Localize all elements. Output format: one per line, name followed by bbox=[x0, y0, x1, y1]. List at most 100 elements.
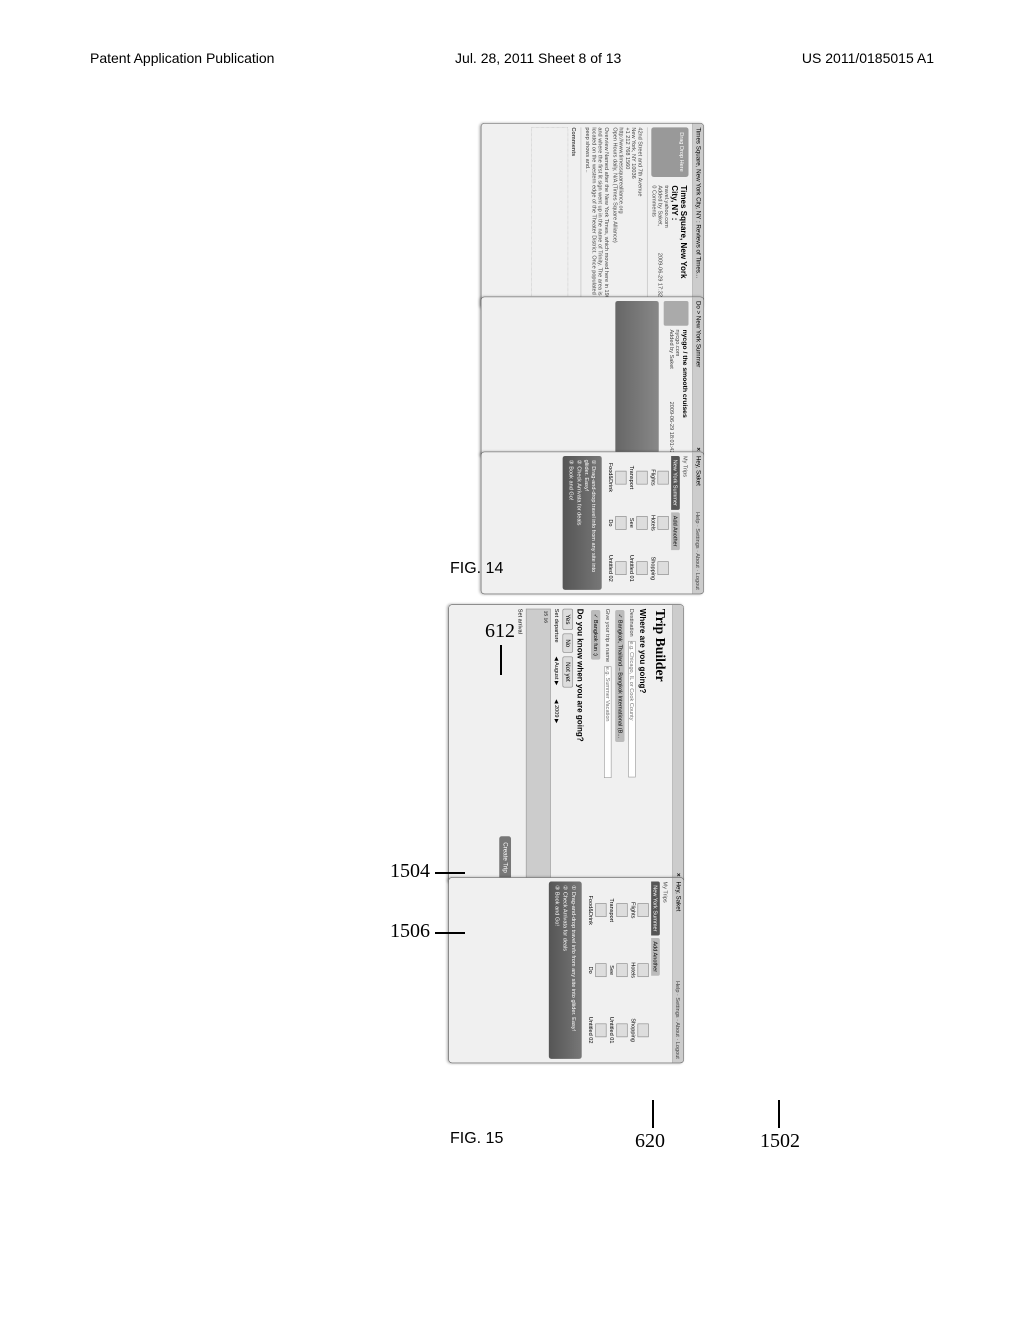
ref-620: 620 bbox=[635, 1130, 665, 1153]
month-picker[interactable]: August bbox=[554, 662, 560, 679]
sidebar-links[interactable]: Help · Settings · About · Logout bbox=[675, 981, 681, 1059]
trip-builder-window: × Trip Builder Where are you going? Dest… bbox=[448, 604, 684, 883]
cat-label: Transport bbox=[609, 898, 615, 922]
leadline-icon bbox=[435, 872, 465, 874]
cat-see[interactable]: See bbox=[609, 941, 628, 998]
cat-untitled01[interactable]: Untitled 01 bbox=[609, 1001, 628, 1058]
hint-1: ① Drag-and-drop travel info from any sit… bbox=[570, 885, 577, 1055]
opt-no[interactable]: No bbox=[562, 634, 573, 653]
trip-name-input[interactable] bbox=[604, 666, 611, 778]
cat-flights[interactable]: Flights bbox=[630, 882, 649, 939]
transport-icon bbox=[636, 471, 647, 485]
cat-flights[interactable]: Flights bbox=[650, 456, 669, 499]
comments-header: Comments bbox=[571, 127, 577, 304]
destination-chip[interactable]: ✓ Bangkok, Thailand – Bangkok Internatio… bbox=[615, 610, 624, 742]
sidebar-links[interactable]: Help · Settings · About · Logout bbox=[695, 512, 701, 590]
cat-untitled01[interactable]: Untitled 01 bbox=[629, 547, 648, 590]
do-list-window: Do > New York Summer × nycgo / the smoot… bbox=[481, 297, 704, 458]
drag-drop-badge[interactable]: Drag Drop Here bbox=[651, 127, 688, 176]
cat-transport[interactable]: Transport bbox=[629, 456, 648, 499]
leadline-icon bbox=[435, 932, 465, 934]
sidebar-hints: ① Drag-and-drop travel info from any sit… bbox=[563, 456, 602, 590]
fig15-label: FIG. 15 bbox=[450, 1130, 503, 1148]
cat-label: Flights bbox=[630, 902, 636, 918]
my-trips-label: My Trips bbox=[682, 456, 688, 590]
destination-input[interactable] bbox=[628, 641, 635, 777]
cat-untitled02[interactable]: Untitled 02 bbox=[608, 547, 627, 590]
cat-hotels[interactable]: Hotels bbox=[650, 501, 669, 544]
trip-name-chip[interactable]: ✓ Bangkok fun :) bbox=[591, 610, 600, 660]
sidebar-body: My Trips New York Summer Add Another Fli… bbox=[449, 878, 672, 1063]
sheet-canvas: Times Square, New York City, NY : Review… bbox=[80, 120, 940, 1240]
list-banner bbox=[615, 301, 658, 454]
shopping-icon bbox=[658, 562, 669, 576]
cat-label: See bbox=[609, 965, 615, 975]
cat-shopping[interactable]: Shopping bbox=[630, 1001, 649, 1058]
food-icon bbox=[595, 903, 606, 917]
cat-label: Food&Drink bbox=[608, 463, 614, 492]
cat-untitled02[interactable]: Untitled 02 bbox=[588, 1001, 607, 1058]
sidebar-greeting: Hey, Saket bbox=[695, 456, 702, 486]
create-trip-button[interactable]: Create Trip bbox=[499, 836, 511, 879]
place-hours: Open Hours daily, N/A (Times Square Alli… bbox=[612, 127, 618, 304]
cat-label: Do bbox=[608, 519, 614, 526]
trip-builder-heading: Trip Builder bbox=[652, 609, 668, 879]
cat-label: Do bbox=[588, 967, 594, 974]
cat-do[interactable]: Do bbox=[608, 501, 627, 544]
calendar-grid[interactable]: 15 16 bbox=[526, 609, 551, 879]
see-icon bbox=[636, 516, 647, 530]
arrival-row: Set arrival bbox=[517, 609, 523, 879]
comments-area[interactable] bbox=[531, 127, 568, 304]
sidebar-header: Hey, Saket Help · Settings · About · Log… bbox=[672, 878, 683, 1063]
cat-shopping[interactable]: Shopping bbox=[650, 547, 669, 590]
cat-label: Hotels bbox=[650, 515, 656, 531]
fig14-group: Times Square, New York City, NY : Review… bbox=[456, 123, 704, 557]
leadline-icon bbox=[778, 1100, 780, 1128]
cat-fooddrink[interactable]: Food&Drink bbox=[608, 456, 627, 499]
cat-fooddrink[interactable]: Food&Drink bbox=[588, 882, 607, 939]
see-icon bbox=[616, 963, 627, 977]
cat-do[interactable]: Do bbox=[588, 941, 607, 998]
cat-label: Untitled 02 bbox=[588, 1017, 594, 1044]
trip-tab-add[interactable]: Add Another bbox=[651, 938, 660, 976]
window-titlebar: Times Square, New York City, NY : Review… bbox=[692, 124, 703, 309]
window-body: Trip Builder Where are you going? Destin… bbox=[449, 605, 672, 883]
where-going-question: Where are you going? bbox=[638, 609, 647, 879]
cat-label: Shopping bbox=[630, 1018, 636, 1042]
hotels-icon bbox=[658, 516, 669, 530]
cat-label: Shopping bbox=[650, 557, 656, 581]
hint-1: ① Drag-and-drop travel info from any sit… bbox=[584, 460, 597, 586]
year-picker[interactable]: 2009 bbox=[554, 705, 560, 717]
added-by: Added by Saket, bbox=[658, 185, 664, 226]
flights-icon bbox=[638, 903, 649, 917]
ref-1504: 1504 bbox=[390, 860, 430, 883]
sidebar-hints: ① Drag-and-drop travel info from any sit… bbox=[549, 882, 582, 1059]
trip-tab-active[interactable]: New York Summer bbox=[651, 882, 660, 936]
window-title: Times Square, New York City, NY : Review… bbox=[695, 127, 702, 278]
cat-transport[interactable]: Transport bbox=[609, 882, 628, 939]
trip-tab-add[interactable]: Add Another bbox=[671, 512, 680, 550]
gliider-sidebar-window: Hey, Saket Help · Settings · About · Log… bbox=[448, 877, 684, 1063]
departure-label: Set departure bbox=[554, 609, 560, 643]
know-when-question: Do you know when you are going? bbox=[576, 609, 585, 879]
item-thumbnail-icon bbox=[664, 301, 689, 326]
cat-label: See bbox=[629, 518, 635, 528]
trip-tab-active[interactable]: New York Summer bbox=[671, 456, 680, 510]
opt-yes[interactable]: Yes bbox=[562, 609, 573, 630]
opt-notyet[interactable]: Not yet bbox=[562, 657, 573, 688]
cat-label: Transport bbox=[629, 466, 635, 490]
trip-name-label: Give your trip a name bbox=[605, 609, 611, 662]
place-address: 42nd Street and 7th Avenue New York, NY … bbox=[618, 127, 643, 304]
window-body: nycgo / the smooth cruises nycgo.com Add… bbox=[481, 297, 692, 457]
place-overview: Overview Named after the New York Times,… bbox=[585, 127, 610, 304]
hotels-icon bbox=[638, 963, 649, 977]
cat-hotels[interactable]: Hotels bbox=[630, 941, 649, 998]
list-item-title[interactable]: nycgo / the smooth cruises bbox=[681, 329, 688, 453]
place-detail-window: Times Square, New York City, NY : Review… bbox=[481, 123, 704, 309]
hint-3: ③ Book and Go! bbox=[568, 460, 575, 586]
page-header: Patent Application Publication Jul. 28, … bbox=[0, 50, 1024, 66]
sidebar-greeting: Hey, Saket bbox=[675, 882, 682, 912]
transport-icon bbox=[616, 903, 627, 917]
list-item-date: 2009-06-29 18:01:42 bbox=[669, 402, 675, 454]
cat-see[interactable]: See bbox=[629, 501, 648, 544]
